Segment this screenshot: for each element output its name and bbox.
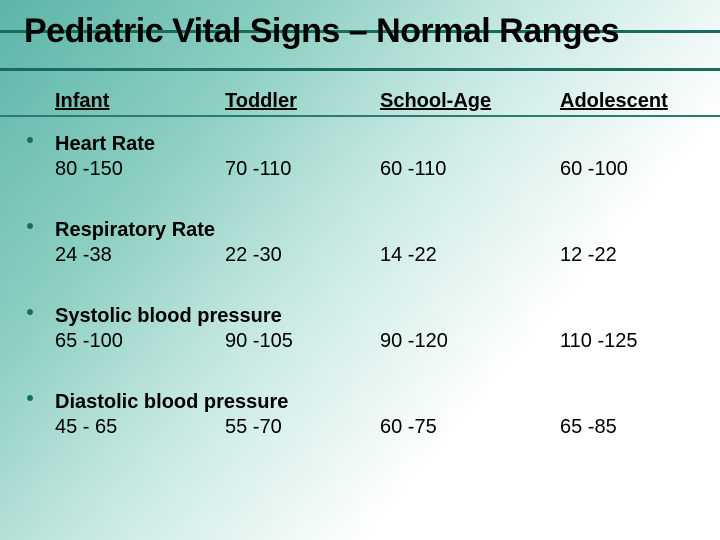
- bullet-icon: [27, 137, 33, 143]
- row-label: Respiratory Rate: [55, 219, 700, 242]
- header-adolescent: Adolescent: [560, 90, 700, 113]
- row-respiratory-rate: Respiratory Rate 24 -38 22 -30 14 -22 12…: [55, 219, 700, 267]
- value-infant: 80 -150: [55, 158, 225, 181]
- value-school: 60 -110: [380, 158, 560, 181]
- value-adolescent: 110 -125: [560, 330, 700, 353]
- row-heart-rate: Heart Rate 80 -150 70 -110 60 -110 60 -1…: [55, 133, 700, 181]
- row-label: Systolic blood pressure: [55, 305, 700, 328]
- bullet-icon: [27, 309, 33, 315]
- bullet-icon: [27, 223, 33, 229]
- row-values: 24 -38 22 -30 14 -22 12 -22: [55, 244, 700, 267]
- header-infant: Infant: [55, 90, 225, 113]
- row-diastolic-bp: Diastolic blood pressure 45 - 65 55 -70 …: [55, 391, 700, 439]
- column-headers: Infant Toddler School-Age Adolescent: [55, 90, 700, 113]
- row-label: Heart Rate: [55, 133, 700, 156]
- value-school: 14 -22: [380, 244, 560, 267]
- header-school-age: School-Age: [380, 90, 560, 113]
- value-adolescent: 65 -85: [560, 416, 700, 439]
- value-toddler: 70 -110: [225, 158, 380, 181]
- value-infant: 24 -38: [55, 244, 225, 267]
- value-school: 60 -75: [380, 416, 560, 439]
- bullet-icon: [27, 395, 33, 401]
- value-adolescent: 60 -100: [560, 158, 700, 181]
- row-values: 45 - 65 55 -70 60 -75 65 -85: [55, 416, 700, 439]
- value-infant: 65 -100: [55, 330, 225, 353]
- value-school: 90 -120: [380, 330, 560, 353]
- header-toddler: Toddler: [225, 90, 380, 113]
- accent-line-top-2: [0, 68, 720, 71]
- value-toddler: 22 -30: [225, 244, 380, 267]
- value-adolescent: 12 -22: [560, 244, 700, 267]
- row-values: 80 -150 70 -110 60 -110 60 -100: [55, 158, 700, 181]
- content-area: Infant Toddler School-Age Adolescent Hea…: [55, 90, 700, 477]
- value-infant: 45 - 65: [55, 416, 225, 439]
- row-values: 65 -100 90 -105 90 -120 110 -125: [55, 330, 700, 353]
- page-title: Pediatric Vital Signs – Normal Ranges: [24, 12, 710, 51]
- row-label: Diastolic blood pressure: [55, 391, 700, 414]
- value-toddler: 55 -70: [225, 416, 380, 439]
- row-systolic-bp: Systolic blood pressure 65 -100 90 -105 …: [55, 305, 700, 353]
- value-toddler: 90 -105: [225, 330, 380, 353]
